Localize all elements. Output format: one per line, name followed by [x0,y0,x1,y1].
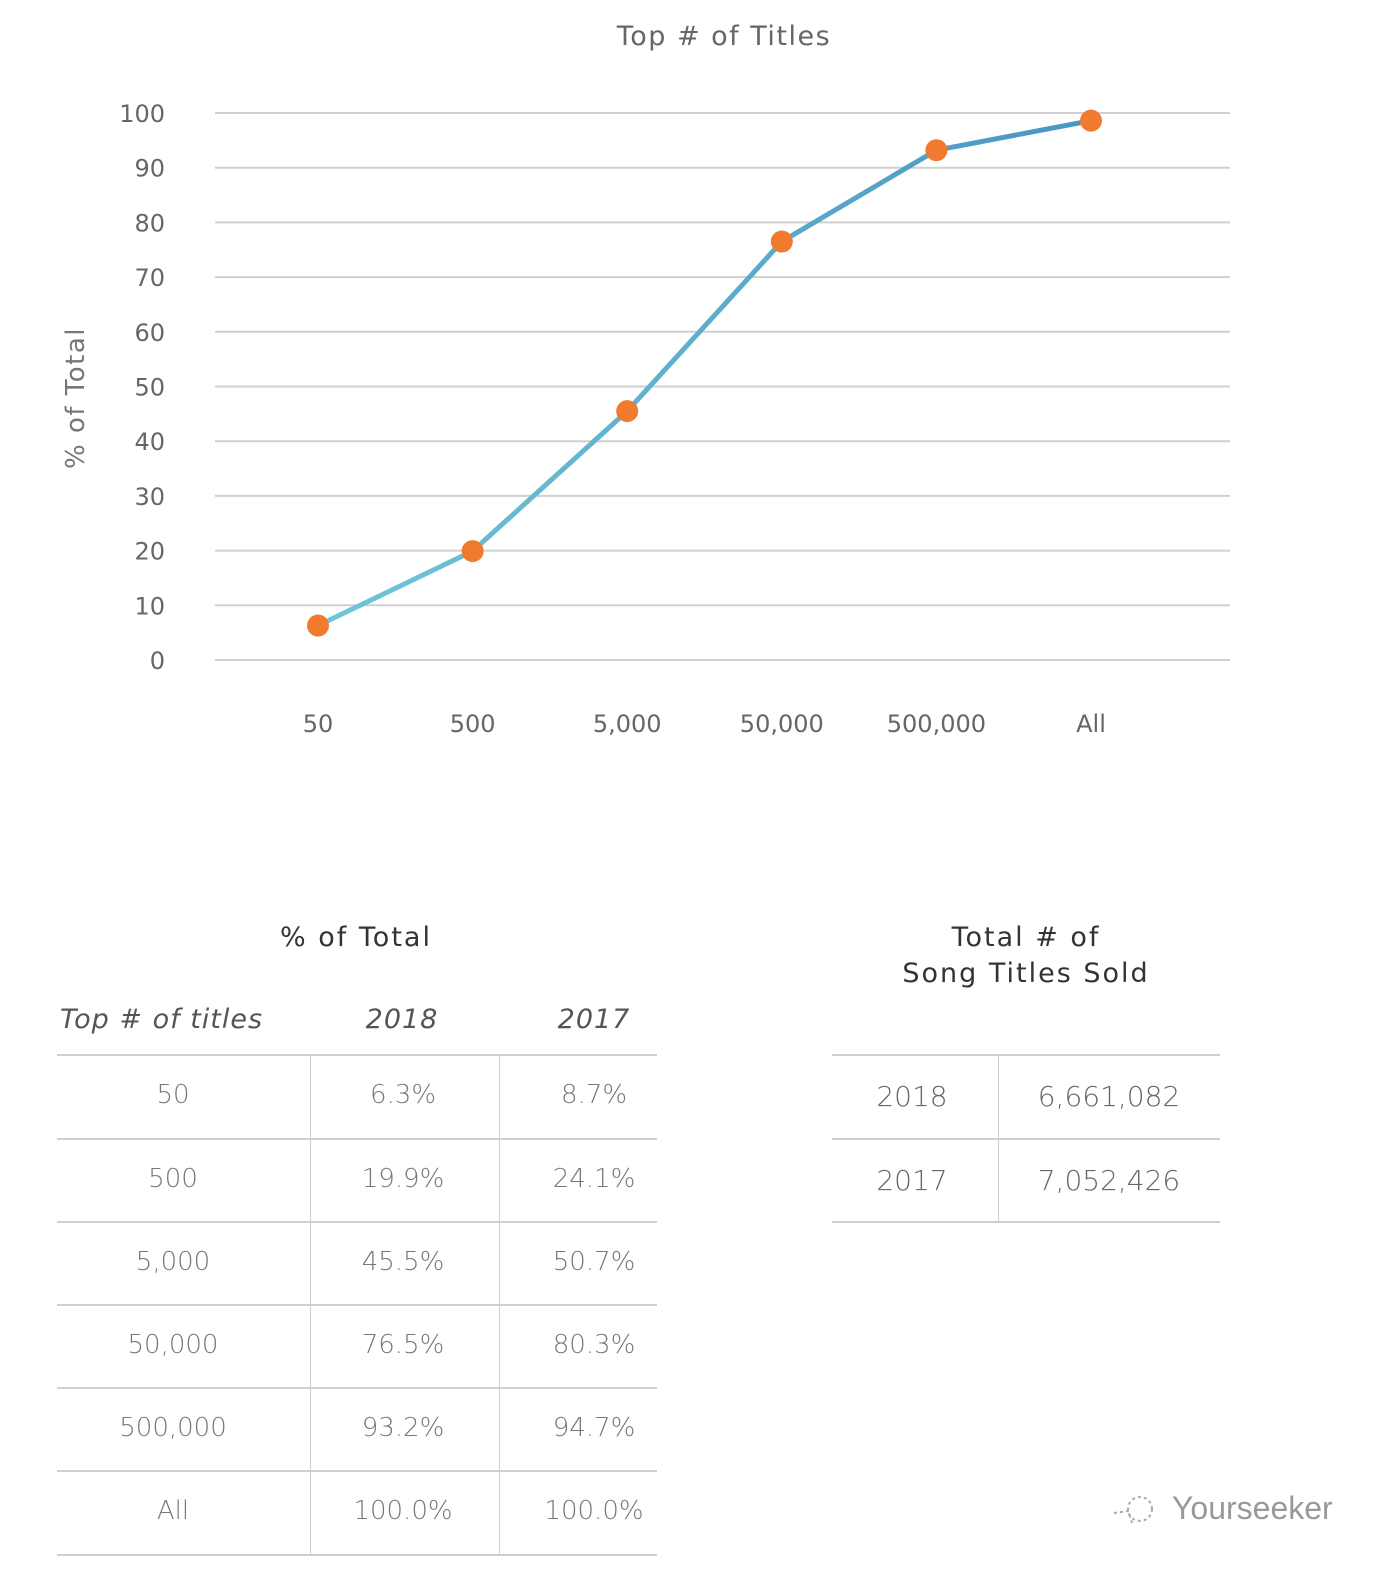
table-cell: 6.3% [369,1080,437,1110]
y-tick-label: 60 [134,319,165,347]
table-cell: 19.9% [361,1163,445,1194]
table-cell: 24.1% [552,1163,636,1194]
row-divider [57,1387,657,1389]
table-cell: 76.5% [361,1329,445,1360]
y-axis-label: % of Total [61,327,91,469]
table-cell: 8.7% [560,1080,628,1110]
table-cell: 93.2% [361,1412,445,1443]
year-cell: 2018 [876,1080,948,1113]
table-cell: 5,000 [135,1246,211,1277]
watermark-text: Yourseeker [1172,1490,1333,1526]
table-cell: 100.0% [353,1496,453,1526]
row-divider [57,1304,657,1306]
line-chart: Top # of Titles % of Total 0 10 20 30 40 50 60 70… [61,21,1230,738]
y-tick-label: 100 [119,100,165,128]
y-tick-label: 80 [134,209,165,237]
table-cell: 500,000 [119,1412,227,1443]
y-tick-label: 40 [134,428,165,456]
col-divider [310,1054,311,1554]
x-tick-label: 500 [450,710,496,738]
data-point [925,139,948,162]
x-tick-label: All [1076,710,1106,738]
col-divider [998,1054,999,1221]
y-tick-label: 10 [134,592,165,620]
row-divider [57,1138,657,1140]
total-table-title-line2: Song Titles Sold [902,958,1150,989]
table-cell: 45.5% [361,1246,445,1277]
pct-table-title: % of Total [280,922,432,953]
x-tick-label: 5,000 [593,710,662,738]
col-header-2018: 2018 [365,1004,439,1035]
row-divider [832,1054,1220,1056]
row-divider [832,1221,1220,1223]
x-tick-label: 50,000 [740,710,824,738]
data-line [316,118,1092,628]
year-cell: 2017 [876,1163,948,1197]
table-cell: 50.7% [552,1246,636,1277]
y-tick-label: 50 [134,374,165,402]
table-cell: 100.0% [544,1496,644,1526]
row-divider [57,1554,657,1556]
col-header-2017: 2017 [557,1004,631,1035]
data-point [1080,109,1102,132]
table-cell: 500 [148,1163,198,1194]
row-divider [57,1054,657,1056]
x-tick-label: 50 [303,710,334,738]
titles-sold-cell: 7,052,426 [1037,1163,1181,1197]
data-point [461,540,484,563]
row-divider [832,1138,1220,1140]
y-tick-label: 90 [134,155,165,183]
watermark-logo-icon [1113,1495,1153,1523]
table-cell: 50 [156,1080,190,1110]
y-tick-label: 20 [134,538,165,566]
table-cell: 80.3% [552,1329,636,1360]
col-header-top-titles: Top # of titles [60,1004,264,1035]
table-cell: 50,000 [127,1329,219,1360]
table-cell: All [156,1496,190,1526]
data-point [616,400,639,423]
col-divider [499,1054,500,1554]
y-tick-label: 30 [134,483,165,511]
chart-title: Top # of Titles [616,21,831,52]
data-point [307,614,329,637]
y-tick-label: 70 [134,264,165,292]
titles-sold-cell: 6,661,082 [1037,1080,1181,1113]
x-tick-label: 500,000 [887,710,986,738]
total-table-title-line1: Total # of [951,922,1101,953]
row-divider [57,1221,657,1223]
row-divider [57,1470,657,1472]
watermark: Yourseeker [1112,1490,1333,1527]
table-cell: 94.7% [552,1412,636,1443]
y-tick-label: 0 [150,647,165,675]
total-table-title: Total # of Song Titles Sold [826,920,1226,992]
data-point [770,230,793,253]
